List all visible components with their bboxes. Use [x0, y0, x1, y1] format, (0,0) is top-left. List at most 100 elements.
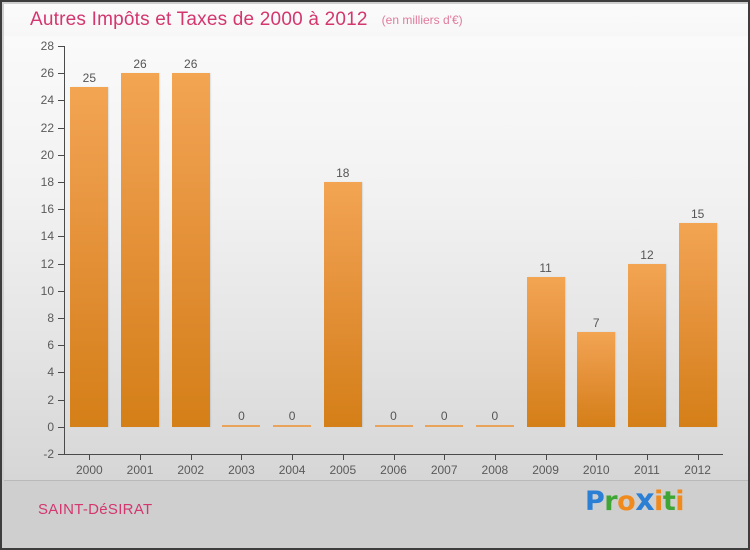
x-axis-tick	[546, 454, 547, 460]
bar-value-label: 0	[491, 408, 499, 423]
y-axis-label: 26	[40, 66, 54, 81]
y-axis-tick	[58, 209, 65, 211]
y-axis-line	[64, 46, 65, 454]
x-axis-line	[64, 454, 723, 455]
y-axis-label: 10	[40, 283, 54, 298]
y-axis-label: 2	[47, 392, 54, 407]
x-axis-tick	[444, 454, 445, 460]
bar-value-label: 0	[288, 408, 296, 423]
x-axis-tick	[241, 454, 242, 460]
location-name: SAINT-DéSIRAT	[38, 501, 153, 518]
y-axis-label: 8	[47, 311, 54, 325]
x-axis-tick	[394, 454, 395, 460]
y-axis-tick	[58, 263, 65, 265]
chart-plot-area: -2 0 2 4 6 8 10 12 14 16 18 20 22 24 26 28 2000 2001 2002…	[4, 36, 748, 480]
y-axis-tick	[58, 399, 65, 401]
bar-value-label: 0	[238, 408, 245, 423]
y-axis-tick	[58, 426, 65, 428]
bar[interactable]	[171, 73, 210, 427]
x-axis-label: 2009	[532, 463, 559, 477]
logo-letter-0: P	[585, 486, 605, 517]
logo-letter-4: i	[654, 486, 663, 517]
bar-value-label: 25	[82, 70, 97, 85]
chart-footer: SAINT-DéSIRAT	[4, 480, 748, 548]
x-axis-tick	[191, 454, 192, 460]
y-axis-label: 28	[40, 39, 54, 53]
y-axis-label: 14	[40, 229, 54, 244]
y-axis-tick	[58, 73, 65, 75]
x-axis-label: 2007	[430, 463, 458, 477]
y-axis-label: 4	[47, 365, 54, 380]
x-axis-label: 2002	[177, 463, 205, 477]
bar-value-label: 0	[390, 408, 397, 423]
y-axis-tick	[58, 46, 65, 47]
chart-subtitle-units: (en milliers d'€)	[381, 13, 463, 27]
y-axis-label: 16	[40, 202, 54, 217]
bar[interactable]	[70, 86, 109, 427]
logo-letter-6: i	[675, 486, 684, 517]
y-axis-tick	[58, 236, 65, 238]
chart-header: Autres Impôts et Taxes de 2000 à 2012 (e…	[4, 4, 748, 36]
x-axis-tick	[343, 454, 344, 460]
x-axis-tick	[292, 454, 293, 460]
x-axis-label: 2012	[684, 463, 711, 477]
bar-value-label: 26	[184, 57, 198, 72]
x-axis-tick	[89, 454, 90, 460]
bar[interactable]	[374, 424, 413, 427]
y-axis-label: 22	[40, 120, 54, 135]
x-axis-label: 2005	[329, 463, 357, 477]
y-axis-tick	[58, 127, 65, 129]
bar[interactable]	[526, 277, 565, 427]
x-axis-tick	[495, 454, 496, 460]
x-axis-label: 2000	[75, 463, 103, 477]
bar[interactable]	[273, 424, 312, 427]
y-axis-tick	[58, 154, 65, 156]
bar[interactable]	[323, 182, 362, 427]
proxiti-logo[interactable]: Proxiti	[585, 486, 684, 516]
x-axis-tick	[698, 454, 699, 460]
bar-value-label: 0	[440, 408, 448, 423]
x-axis-label: 2001	[126, 463, 154, 477]
bar-value-label: 26	[133, 57, 147, 72]
y-axis-label: 18	[40, 175, 54, 189]
bar[interactable]	[678, 222, 717, 427]
y-axis-tick	[58, 182, 65, 183]
bar[interactable]	[121, 73, 160, 427]
bar-value-label: 11	[539, 261, 552, 276]
bar-value-label: 15	[690, 206, 705, 221]
bar[interactable]	[475, 424, 514, 427]
x-axis-tick	[140, 454, 141, 460]
x-axis-label: 2006	[380, 463, 407, 477]
y-axis-tick	[58, 372, 65, 374]
bar-value-label: 12	[640, 247, 654, 262]
y-axis-tick	[58, 100, 65, 102]
bar-value-label: 18	[336, 166, 350, 180]
y-axis-tick	[58, 454, 65, 455]
y-axis-label: 24	[40, 93, 54, 108]
y-axis-label: 20	[40, 147, 54, 162]
y-axis-tick	[58, 290, 65, 292]
logo-letter-2: o	[617, 486, 636, 517]
logo-letter-5: t	[662, 486, 676, 517]
y-axis-label: 0	[47, 419, 54, 434]
y-axis-tick	[58, 345, 65, 347]
logo-letter-3: x	[635, 483, 655, 518]
y-axis-label: 6	[47, 338, 54, 353]
y-axis-tick	[58, 318, 65, 319]
page-title: Autres Impôts et Taxes de 2000 à 2012	[30, 9, 368, 30]
bar[interactable]	[425, 424, 464, 427]
y-axis-label: 12	[40, 256, 54, 271]
bar[interactable]	[222, 424, 261, 427]
x-axis-label: 2008	[481, 463, 509, 477]
x-axis-tick	[647, 454, 648, 460]
bar[interactable]	[627, 263, 666, 427]
x-axis-tick	[596, 454, 597, 460]
logo-letter-1: r	[604, 486, 618, 517]
x-axis-label: 2011	[634, 463, 660, 477]
x-axis-label: 2010	[582, 463, 610, 477]
y-axis-label: -2	[43, 447, 54, 461]
x-axis-label: 2004	[278, 463, 306, 477]
bar-value-label: 7	[592, 315, 600, 330]
bar[interactable]	[577, 331, 616, 427]
